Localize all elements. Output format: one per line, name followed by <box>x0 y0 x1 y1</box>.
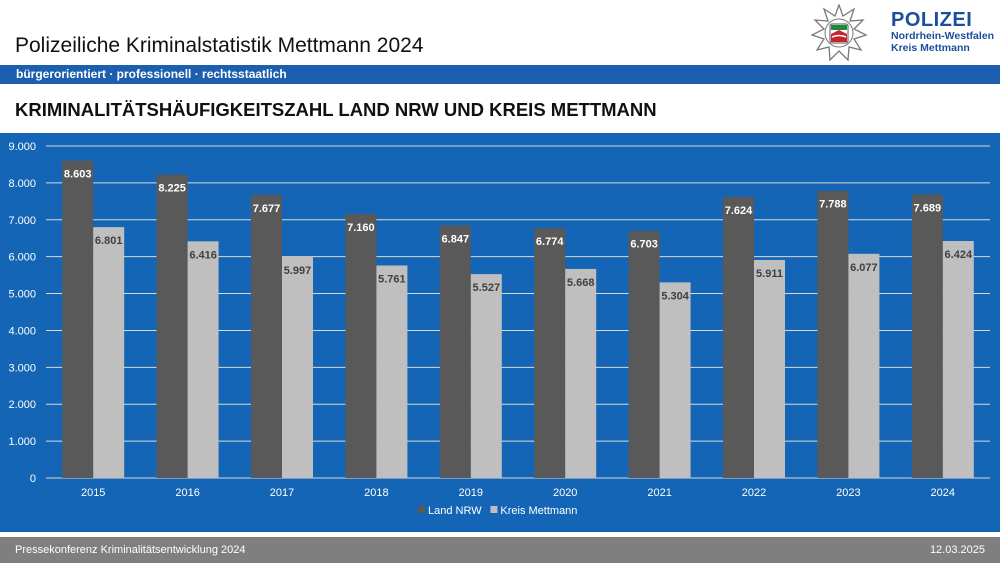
tagline: bürgerorientiert · professionell · recht… <box>16 67 287 81</box>
legend-label: Land NRW <box>428 505 482 517</box>
bar-kreis-mettmann <box>565 268 597 478</box>
bar-land-nrw <box>628 230 660 478</box>
bar-land-nrw <box>251 194 282 478</box>
footer-bar: Pressekonferenz Kriminalitätsentwicklung… <box>0 537 1000 563</box>
legend-label: Kreis Mettmann <box>500 505 577 517</box>
data-label: 7.677 <box>253 203 281 215</box>
y-tick-label: 4.000 <box>8 325 36 337</box>
bar-land-nrw <box>817 190 849 478</box>
x-tick-label: 2022 <box>742 487 766 499</box>
data-label: 5.668 <box>567 277 595 289</box>
data-label: 5.304 <box>661 290 689 302</box>
legend-swatch <box>418 506 425 513</box>
y-tick-label: 8.000 <box>8 178 36 190</box>
bar-kreis-mettmann <box>470 274 502 478</box>
y-tick-label: 7.000 <box>8 215 36 227</box>
bar-kreis-mettmann <box>754 259 785 478</box>
data-label: 6.703 <box>630 239 658 251</box>
logo-text: POLIZEI Nordrhein-Westfalen Kreis Mettma… <box>891 10 994 54</box>
x-tick-label: 2017 <box>270 487 294 499</box>
legend-swatch <box>490 506 498 513</box>
y-tick-label: 1.000 <box>8 436 36 448</box>
polizei-logo: POLIZEI Nordrhein-Westfalen Kreis Mettma… <box>806 4 996 62</box>
data-label: 7.624 <box>725 205 753 217</box>
chart-panel: 0 1.000 2.000 3.000 4.000 5.000 6.000 7.000 8.00… <box>0 133 1000 532</box>
data-label: 5.997 <box>284 265 312 277</box>
bar-kreis-mettmann <box>187 241 219 478</box>
bar-kreis-mettmann <box>848 253 880 478</box>
bar-land-nrw <box>156 174 188 478</box>
data-label: 6.416 <box>189 249 217 261</box>
data-label: 6.774 <box>536 236 564 248</box>
x-tick-label: 2024 <box>931 487 955 499</box>
x-tick-label: 2016 <box>175 487 199 499</box>
bar-chart: 0 1.000 2.000 3.000 4.000 5.000 6.000 7.000 8.00… <box>8 141 990 517</box>
y-tick-label: 9.000 <box>8 141 36 153</box>
data-label: 6.424 <box>945 249 973 261</box>
bar-land-nrw <box>62 160 94 478</box>
bar-kreis-mettmann <box>942 241 974 478</box>
x-tick-label: 2021 <box>647 487 671 499</box>
data-label: 5.527 <box>473 282 501 294</box>
data-label: 8.225 <box>158 183 186 195</box>
data-label: 7.689 <box>914 202 942 214</box>
x-tick-label: 2023 <box>836 487 860 499</box>
data-label: 5.911 <box>756 268 783 280</box>
data-label: 6.847 <box>442 233 470 245</box>
bar-kreis-mettmann <box>659 282 691 478</box>
y-tick-label: 5.000 <box>8 289 36 301</box>
bar-land-nrw <box>911 194 943 478</box>
y-tick-label: 3.000 <box>8 362 36 374</box>
page-title: Polizeiliche Kriminalstatistik Mettmann … <box>15 34 424 57</box>
footer-date: 12.03.2025 <box>929 544 985 556</box>
data-label: 7.160 <box>347 222 375 234</box>
bar-kreis-mettmann <box>93 227 125 478</box>
bar-kreis-mettmann <box>282 256 313 478</box>
bar-land-nrw <box>345 213 377 478</box>
data-label: 7.788 <box>819 199 847 211</box>
x-tick-label: 2015 <box>81 487 105 499</box>
logo-subline-1: Nordrhein-Westfalen <box>891 30 995 42</box>
x-tick-label: 2018 <box>364 487 388 499</box>
x-tick-label: 2019 <box>459 487 483 499</box>
slide-headline: KRIMINALITÄTSHÄUFIGKEITSZAHL LAND NRW UN… <box>15 99 657 120</box>
logo-main-text: POLIZEI <box>891 9 973 31</box>
x-tick-label: 2020 <box>553 487 577 499</box>
data-label: 8.603 <box>64 169 92 181</box>
y-tick-label: 6.000 <box>8 252 36 264</box>
police-star-emblem-icon <box>810 4 868 62</box>
data-label: 6.801 <box>95 235 123 247</box>
data-label: 6.077 <box>850 262 878 274</box>
bar-kreis-mettmann <box>376 265 408 478</box>
tagline-bar: bürgerorientiert · professionell · recht… <box>0 65 1000 84</box>
footer-event-title: Pressekonferenz Kriminalitätsentwicklung… <box>15 544 246 556</box>
y-tick-label: 0 <box>30 473 36 485</box>
bar-land-nrw <box>534 228 566 478</box>
bar-land-nrw <box>439 225 471 478</box>
bar-land-nrw <box>723 196 754 479</box>
logo-subline-2: Kreis Mettmann <box>891 42 970 54</box>
y-tick-label: 2.000 <box>8 399 36 411</box>
data-label: 5.761 <box>378 273 406 285</box>
